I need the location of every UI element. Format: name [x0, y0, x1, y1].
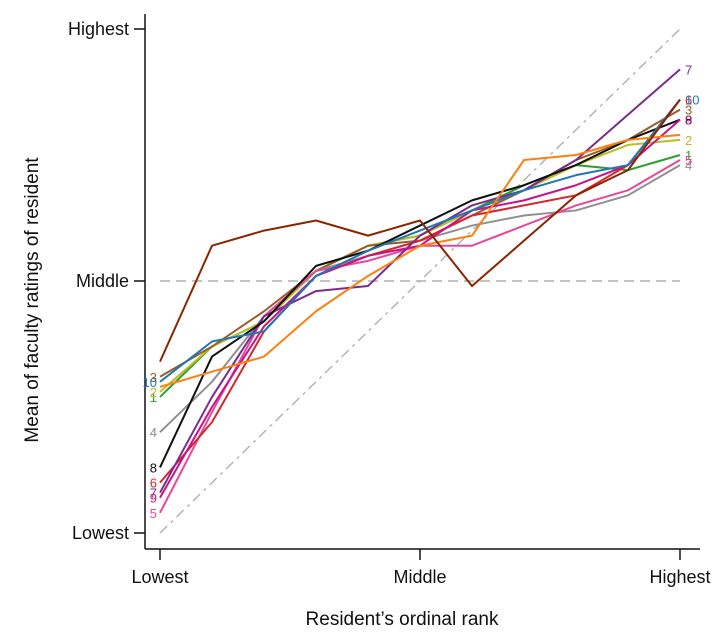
series-end-label: 10	[685, 93, 699, 108]
series-start-label: 1	[150, 390, 157, 405]
x-tick-label: Lowest	[131, 567, 188, 587]
series-line-9	[159, 118, 681, 499]
series-end-label: 8	[685, 113, 692, 128]
series-line-10	[159, 98, 681, 383]
y-axis-ticks: Lowest Middle Highest	[68, 19, 145, 543]
series-start-label: 3	[150, 370, 157, 385]
series-line-7	[159, 68, 681, 494]
series-start-label: 9	[150, 491, 157, 506]
series-line-8	[159, 118, 681, 468]
series-end-label: 6	[685, 93, 692, 108]
series-start-label: 6	[150, 476, 157, 491]
series-end-label: 2	[685, 133, 692, 148]
series-start-label: 8	[150, 460, 157, 475]
series-line-1	[159, 154, 681, 398]
series-start-label: 2	[150, 385, 157, 400]
y-tick-label: Middle	[76, 271, 129, 291]
series-line-4	[159, 164, 681, 433]
series-end-label: 3	[685, 103, 692, 118]
series-line-2	[159, 138, 681, 393]
series-start-label: 4	[150, 425, 157, 440]
x-axis-ticks: Lowest Middle Highest	[131, 549, 711, 587]
y-axis-title: Mean of faculty ratings of resident	[22, 157, 43, 443]
x-tick-label: Highest	[649, 567, 710, 587]
y-tick-label: Highest	[68, 19, 129, 39]
series-end-label: 9	[685, 113, 692, 128]
series-line-unlabeled-10	[159, 133, 681, 388]
series-end-label: 4	[685, 158, 692, 173]
x-axis-title: Resident’s ordinal rank	[306, 609, 499, 630]
series-line-unlabeled-11	[159, 98, 681, 363]
series-start-label: 5	[150, 506, 157, 521]
x-tick-label: Middle	[393, 567, 446, 587]
series-line-6	[159, 98, 681, 484]
series-start-label: 10	[143, 375, 157, 390]
series-end-label: 1	[685, 148, 692, 163]
series-end-label: 5	[685, 153, 692, 168]
series-end-label: 7	[685, 62, 692, 77]
reference-lines	[159, 28, 681, 534]
series-start-label: 7	[150, 486, 157, 501]
series-lines	[159, 68, 681, 514]
y-tick-label: Lowest	[72, 523, 129, 543]
